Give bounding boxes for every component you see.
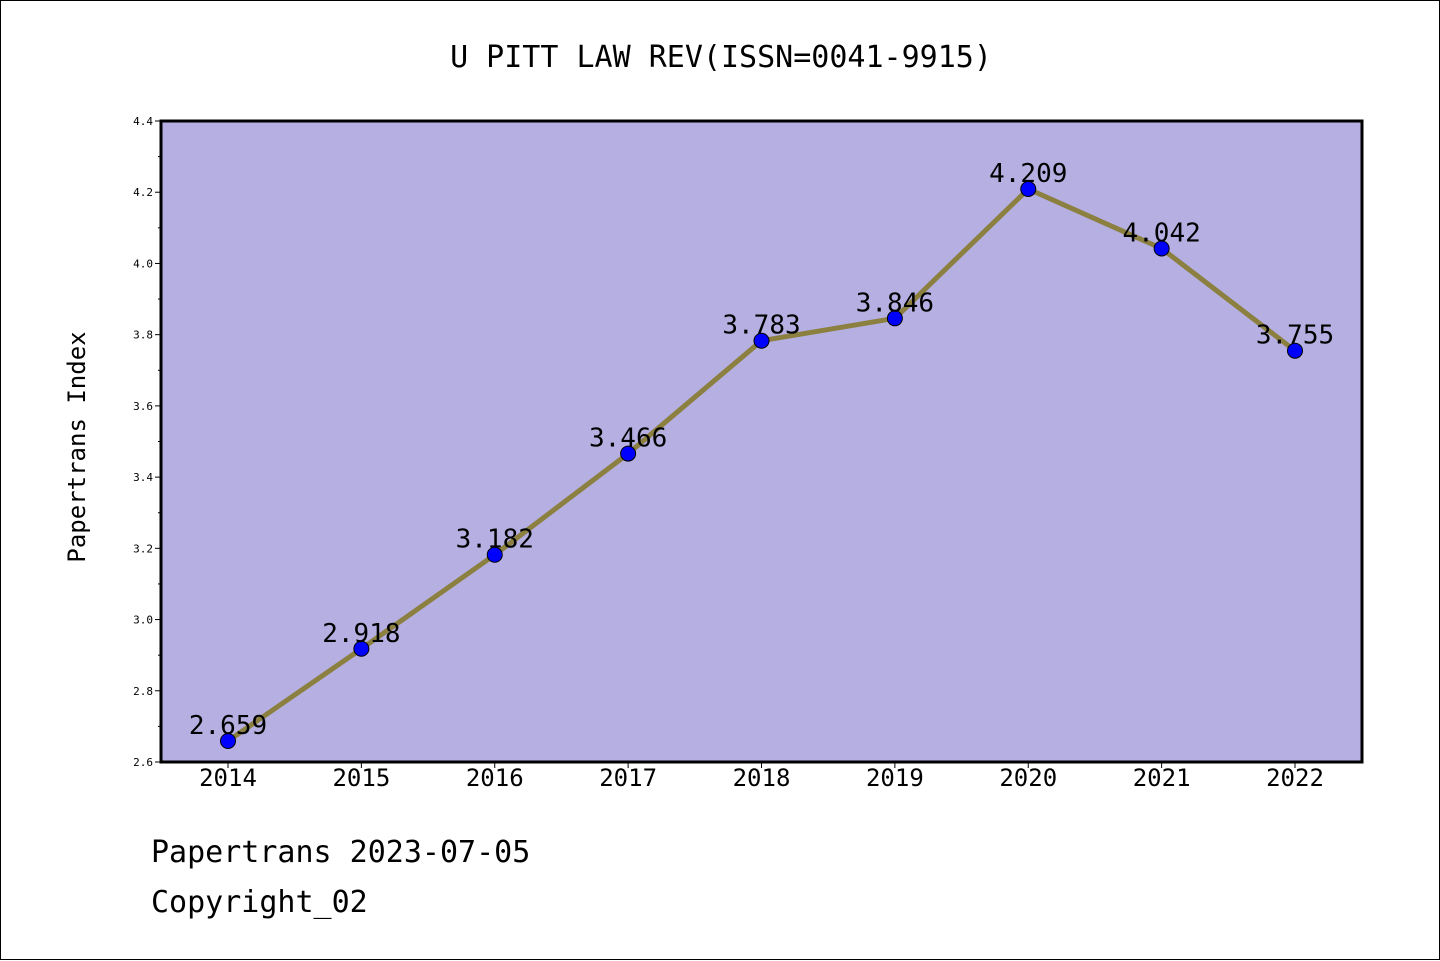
data-label: 3.755 xyxy=(1256,321,1334,351)
x-tick-label: 2020 xyxy=(999,764,1057,792)
y-tick-label: 2.8 xyxy=(133,685,153,698)
footer-date: Papertrans 2023-07-05 xyxy=(151,835,531,870)
data-point xyxy=(486,546,503,563)
data-label: 4.209 xyxy=(989,159,1067,189)
y-tick-label: 3.0 xyxy=(133,614,153,627)
y-tick-label: 4.0 xyxy=(133,257,153,270)
y-tick-label: 4.2 xyxy=(133,186,153,199)
plot-area xyxy=(159,119,1364,764)
data-point xyxy=(1020,181,1037,198)
x-axis: 2014 2015 2016 2017 2018 2019 2020 2021 2022 xyxy=(199,762,1324,792)
x-tick-label: 2022 xyxy=(1266,764,1324,792)
y-axis: 2.6 2.8 3.0 3.2 3.4 3.6 3.8 4.0 4.2 4.4 xyxy=(133,115,161,769)
x-tick-label: 2016 xyxy=(466,764,524,792)
y-tick-label: 3.2 xyxy=(133,542,153,555)
y-tick-label: 3.4 xyxy=(133,471,153,484)
series-layer: 2.659 2.918 3.182 3.466 3.783 3.846 4.209 4.042… xyxy=(189,159,1334,749)
data-label: 3.466 xyxy=(589,424,667,454)
y-axis-label: Papertrans Index xyxy=(63,331,91,562)
footer-copyright: Copyright_02 xyxy=(151,885,368,920)
data-point xyxy=(353,640,370,657)
chart-title: U PITT LAW REV(ISSN=0041-9915) xyxy=(450,40,992,75)
y-tick-label: 3.8 xyxy=(133,329,153,342)
data-point xyxy=(220,732,236,749)
y-tick-label: 2.6 xyxy=(133,756,153,769)
x-tick-label: 2015 xyxy=(332,764,390,792)
data-label: 3.846 xyxy=(856,288,934,318)
data-label: 2.918 xyxy=(322,619,400,649)
data-label: 2.659 xyxy=(189,711,267,741)
data-label: 3.182 xyxy=(456,525,534,555)
data-point xyxy=(1287,342,1303,359)
x-tick-label: 2018 xyxy=(733,764,791,792)
data-point xyxy=(1153,240,1170,257)
x-tick-label: 2021 xyxy=(1133,764,1191,792)
data-point xyxy=(753,332,770,349)
y-tick-label: 3.6 xyxy=(133,400,153,413)
x-tick-label: 2019 xyxy=(866,764,924,792)
data-point xyxy=(620,445,637,462)
x-tick-label: 2014 xyxy=(199,764,257,792)
x-tick-label: 2017 xyxy=(599,764,657,792)
data-label: 3.783 xyxy=(722,311,800,341)
data-label: 4.042 xyxy=(1122,218,1200,248)
data-point xyxy=(886,310,903,327)
y-tick-label: 4.4 xyxy=(133,115,153,128)
